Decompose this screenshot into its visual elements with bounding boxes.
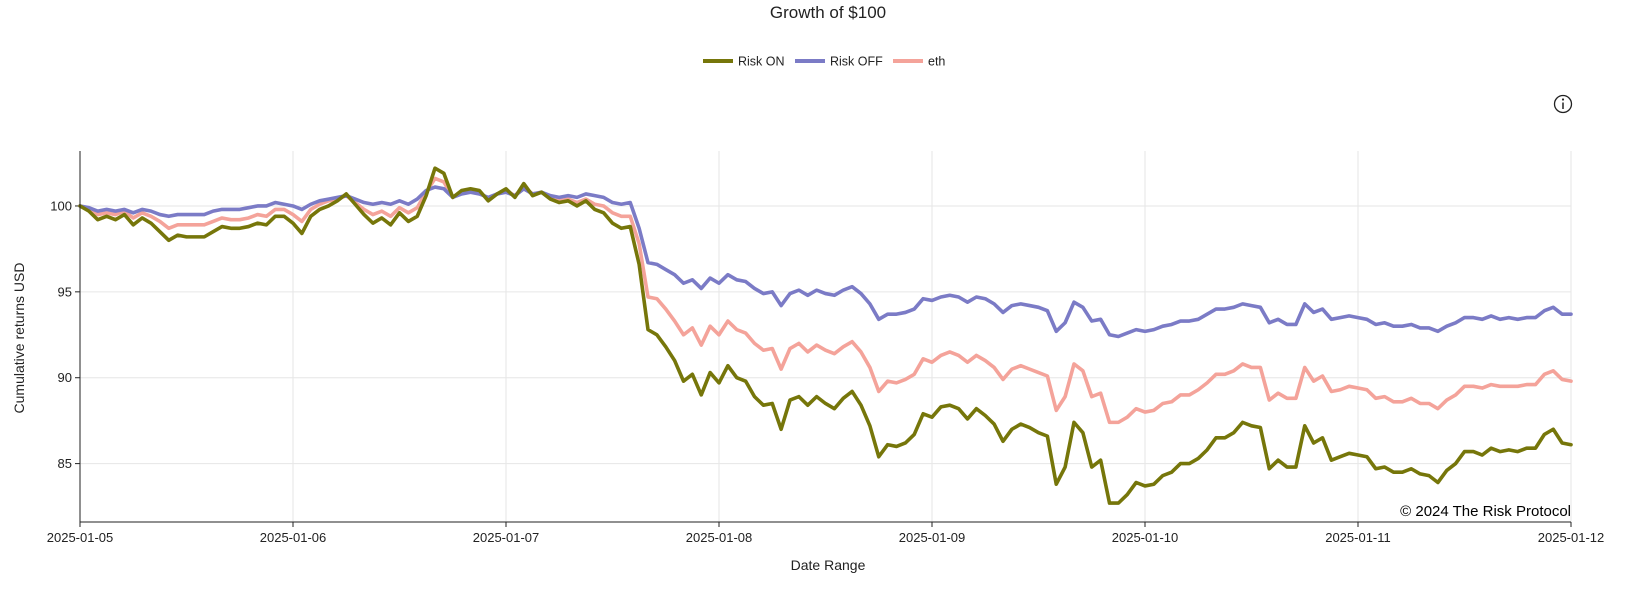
legend-item-eth[interactable]: eth: [893, 55, 945, 69]
legend: Risk ON Risk OFF eth: [703, 55, 945, 69]
y-tick-label: 100: [50, 198, 72, 213]
series-line-risk-on: [78, 166, 1573, 505]
x-tick-label: 2025-01-05: [47, 530, 114, 545]
y-tick-label: 85: [58, 456, 72, 471]
chart-title: Growth of $100: [770, 3, 886, 22]
legend-item-risk-off[interactable]: Risk OFF: [795, 55, 883, 69]
x-tick-label: 2025-01-12: [1538, 530, 1605, 545]
series-line-risk-off: [78, 185, 1573, 339]
x-tick-label: 2025-01-06: [260, 530, 327, 545]
y-tick-label: 95: [58, 284, 72, 299]
y-tick-labels: 85 90 95 100: [50, 198, 72, 471]
x-tick-label: 2025-01-09: [899, 530, 966, 545]
y-tick-label: 90: [58, 370, 72, 385]
legend-label: Risk ON: [738, 55, 785, 69]
legend-item-risk-on[interactable]: Risk ON: [703, 55, 785, 69]
x-tick-labels: 2025-01-05 2025-01-06 2025-01-07 2025-01-08…: [47, 530, 1605, 545]
x-tick-label: 2025-01-07: [473, 530, 540, 545]
legend-label: eth: [928, 55, 945, 69]
x-tick-label: 2025-01-08: [686, 530, 753, 545]
x-tick-label: 2025-01-10: [1112, 530, 1179, 545]
legend-label: Risk OFF: [830, 55, 883, 69]
axes: [79, 151, 1571, 523]
copyright-annotation: © 2024 The Risk Protocol: [1400, 503, 1571, 520]
series-line-eth: [78, 176, 1573, 425]
series-lines: [78, 166, 1573, 505]
x-tick-label: 2025-01-11: [1325, 530, 1391, 545]
info-icon[interactable]: [1553, 94, 1573, 114]
x-axis-title: Date Range: [791, 557, 866, 573]
y-axis-title: Cumulative returns USD: [11, 263, 27, 414]
